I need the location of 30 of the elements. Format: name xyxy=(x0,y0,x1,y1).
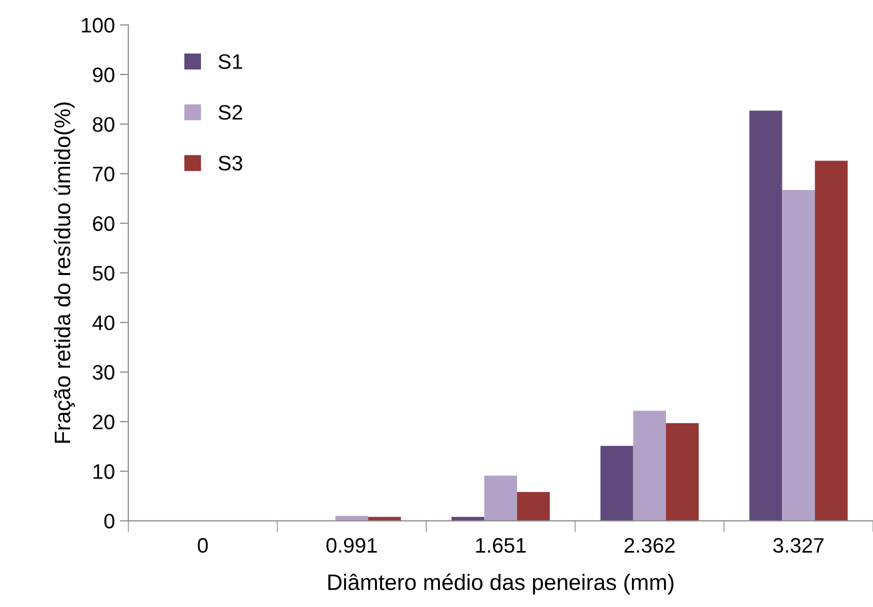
x-tick-label: 1.651 xyxy=(476,538,526,553)
bar xyxy=(517,492,550,521)
y-tick-label: 70 xyxy=(93,166,114,182)
x-tick-label: 2.362 xyxy=(624,538,675,553)
y-tick-label: 100 xyxy=(82,18,114,33)
bar xyxy=(814,160,848,521)
y-tick-label: 30 xyxy=(92,365,114,380)
bar xyxy=(782,190,815,521)
y-axis-title: Fração retida do resíduo úmido(%) xyxy=(54,102,75,443)
bar xyxy=(335,516,368,521)
x-axis-title: Diâmtero médio das peneiras (mm) xyxy=(328,574,674,595)
y-tick-label: 40 xyxy=(92,315,114,330)
y-tick-label: 60 xyxy=(93,216,114,232)
bar xyxy=(484,476,518,521)
legend-label: S1 xyxy=(218,54,242,69)
y-tick-label: 10 xyxy=(94,464,114,479)
y-tick-label: 90 xyxy=(92,67,114,82)
y-tick-label: 0 xyxy=(104,514,114,529)
bar xyxy=(633,410,666,521)
bar xyxy=(749,110,782,521)
legend-label: S2 xyxy=(218,104,242,120)
bar xyxy=(666,423,699,521)
y-tick-label: 80 xyxy=(92,117,114,132)
y-tick-label: 20 xyxy=(93,414,114,430)
x-tick-label: 0 xyxy=(198,538,208,553)
legend-label: S3 xyxy=(218,156,242,171)
x-tick-label: 3.327 xyxy=(773,538,824,553)
bar xyxy=(600,446,634,521)
y-tick-label: 50 xyxy=(92,266,114,281)
x-tick-label: 0.991 xyxy=(326,538,377,553)
